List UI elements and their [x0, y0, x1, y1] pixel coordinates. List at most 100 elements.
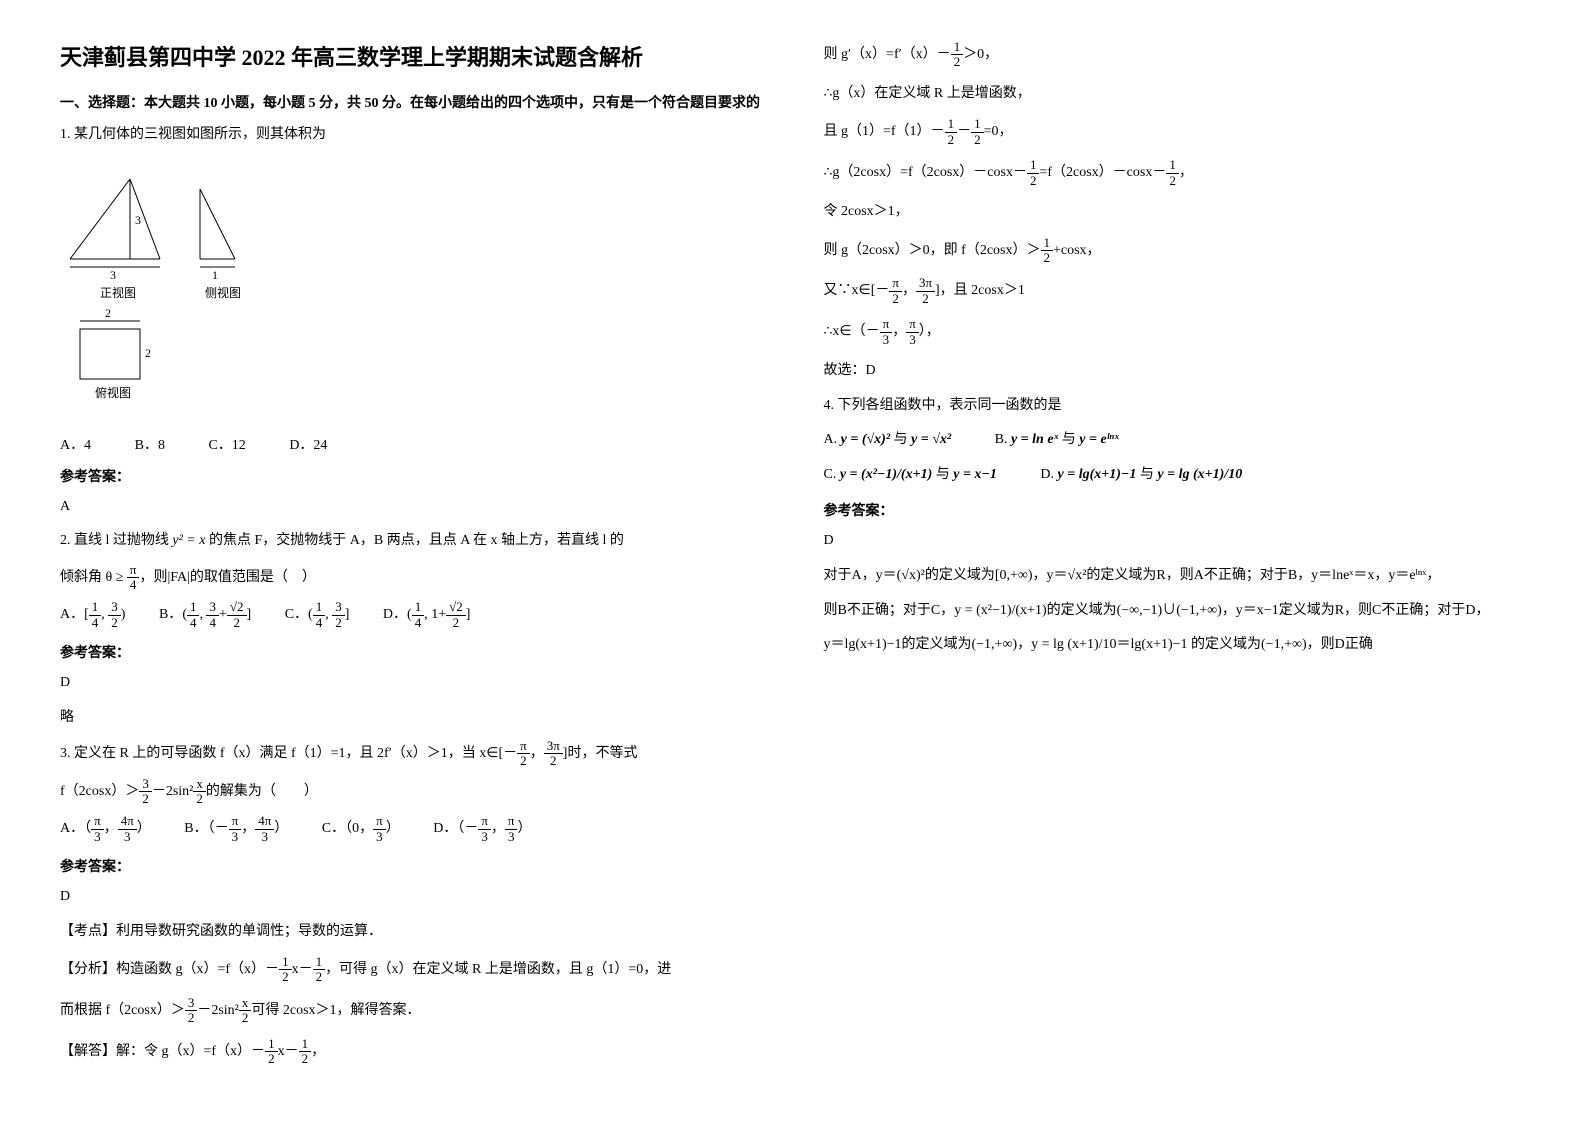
q3-c: ]时，不等式: [563, 746, 638, 761]
l8-2: 2: [889, 292, 902, 306]
q3-opt-a: A．（π3，4π3）: [60, 814, 151, 844]
d233: 2: [544, 754, 563, 768]
q3b-3: 3: [229, 830, 242, 844]
l4-1b: 1: [971, 117, 984, 132]
l7-2: 2: [1041, 251, 1054, 265]
fx-2b: 2: [313, 970, 326, 984]
d23: 2: [517, 754, 530, 768]
l4-c: =0，: [984, 124, 1013, 139]
n3b: 3: [206, 600, 219, 615]
dim1: 1: [212, 268, 218, 282]
q2-d-label: D．: [383, 607, 407, 622]
q3c-post: ）: [386, 821, 400, 836]
q1-opt-a: A．4: [60, 434, 91, 454]
q2-stem-c: 倾斜角: [60, 570, 106, 585]
l9-b: ，: [892, 324, 906, 339]
n3: 3: [108, 600, 121, 615]
l7-1: 1: [1041, 236, 1054, 251]
n1: 1: [89, 600, 102, 615]
q2-stem-a: 2. 直线 l 过抛物线: [60, 533, 172, 548]
fx-1b: 1: [313, 955, 326, 970]
fx2-c: 可得 2cosx＞1，解得答案．: [251, 1003, 420, 1018]
fx2-a: 而根据 f（2cosx）＞: [60, 1003, 185, 1018]
q2-ans-label: 参考答案：: [60, 642, 764, 662]
q3a-3: 3: [91, 830, 104, 844]
q4d-mid: 与: [1136, 467, 1157, 482]
q3-l7: 则 g（2cosx）＞0，即 f（2cosx）＞12+cosx，: [824, 236, 1528, 267]
q4c-f1: y = (x²−1)/(x+1): [840, 467, 932, 482]
q3-fenxi: 【分析】构造函数 g（x）=f（x）－12x－12，可得 g（x）在定义域 R …: [60, 955, 764, 986]
q2-ans: D: [60, 670, 764, 697]
n332: 3: [139, 777, 152, 792]
q3-options: A．（π3，4π3） B．（－π3，4π3） C．（0，π3） D．（－π3，π…: [60, 814, 764, 844]
jd-2b: 2: [299, 1052, 312, 1066]
l2-a: 则 g′（x）=f′（x）－: [824, 47, 951, 62]
q4e2-a: 则B不正确；对于C，: [824, 603, 955, 618]
fx-2: 2: [279, 970, 292, 984]
l5-1: 1: [1027, 158, 1040, 173]
q3-stem2: f（2cosx）＞32－2sin²x2的解集为（ ）: [60, 777, 764, 807]
n1c: 1: [313, 600, 326, 615]
q4c-f2: y = x−1: [953, 467, 997, 482]
l2-b: ＞0，: [963, 47, 998, 62]
d2x: 2: [193, 792, 206, 806]
q1-stem: 1. 某几何体的三视图如图所示，则其体积为: [60, 122, 764, 149]
q2-opt-b: B．(14, 34+√22]: [159, 600, 251, 630]
q4e3-a: y＝lg(x+1)−1的定义域为(−1,+∞)，: [824, 637, 1032, 652]
q3c-3: 3: [373, 830, 386, 844]
q3d-post: ）: [517, 821, 531, 836]
q4b-f1: y = ln eˣ: [1011, 432, 1058, 447]
q3-opt-b: B．（－π3，4π3）: [184, 814, 288, 844]
jd-a: 【解答】解：令 g（x）=f（x）－: [60, 1044, 265, 1059]
l4-2b: 2: [971, 133, 984, 147]
q4c-mid: 与: [932, 467, 953, 482]
q2-stem-b: 的焦点 F，交抛物线于 A，B 两点，且点 A 在 x 轴上方，若直线 l 的: [205, 533, 623, 548]
q2-b-label: B．: [159, 607, 182, 622]
l7-a: 则 g（2cosx）＞0，即 f（2cosx）＞: [824, 243, 1041, 258]
n1d: 1: [412, 600, 425, 615]
q2-formula: y² = x: [172, 533, 205, 548]
l9-3: 3: [880, 333, 893, 347]
d4d: 4: [412, 616, 425, 630]
q3d-pi2: π: [505, 814, 518, 829]
q3-l8: 又∵x∈[－π2，3π2]，且 2cosx＞1: [824, 276, 1528, 307]
l8-c: ]，且 2cosx＞1: [935, 283, 1025, 298]
l8-b: ，: [902, 283, 916, 298]
q2-opt-d: D．(14, 1+√22]: [383, 600, 471, 630]
fx2-b: －2sin²: [197, 1003, 239, 1018]
q3a-mid: ，: [104, 821, 118, 836]
l7-b: +cosx，: [1053, 243, 1101, 258]
q1-ans-label: 参考答案：: [60, 466, 764, 486]
d2: 2: [108, 616, 121, 630]
l5-2: 2: [1027, 174, 1040, 188]
fx2-3: 3: [185, 996, 198, 1011]
q3a-pi: π: [91, 814, 104, 829]
fx2-2: 2: [185, 1011, 198, 1025]
l5-2b: 2: [1166, 174, 1179, 188]
q4b-mid: 与: [1058, 432, 1079, 447]
q4c-pre: C.: [824, 467, 840, 482]
sqrt2d: √2: [446, 600, 466, 615]
d232: 2: [139, 792, 152, 806]
fx2-x: x: [239, 996, 252, 1011]
q3-stem: 3. 定义在 R 上的可导函数 f（x）满足 f（1）=1，且 2f′（x）＞1…: [60, 739, 764, 769]
q4-exp2: 则B不正确；对于C，y = (x²−1)/(x+1)的定义域为(−∞,−1)∪(…: [824, 598, 1528, 625]
l9-c: ），: [919, 324, 940, 339]
q3d-3b: 3: [505, 830, 518, 844]
q4e3-b: ＝lg(x+1)−1 的定义域为(−1,+∞)，则D正确: [1117, 637, 1373, 652]
q2-options: A．[14, 32) B．(14, 34+√22] C．(14, 32] D．(…: [60, 600, 764, 630]
q4-row1: A. y = (√x)² 与 y = √x² B. y = ln eˣ 与 y …: [824, 427, 1528, 454]
dim3b: 3: [135, 213, 141, 227]
q4a-f2: y = √x²: [911, 432, 951, 447]
q4a-mid: 与: [890, 432, 911, 447]
q2-stem: 2. 直线 l 过抛物线 y² = x 的焦点 F，交抛物线于 A，B 两点，且…: [60, 528, 764, 555]
q2-stem2: 倾斜角 θ ≥ π4，则|FA|的取值范围是（ ）: [60, 563, 764, 593]
three-view-svg: 3 3 正视图 1 侧视图 2 2 俯视图: [60, 159, 280, 419]
q4d-pre: D.: [1040, 467, 1057, 482]
d2d: 2: [446, 616, 466, 630]
q3-fenxi2: 而根据 f（2cosx）＞32－2sin²x2可得 2cosx＞1，解得答案．: [60, 996, 764, 1027]
q3-ans: D: [60, 884, 764, 911]
q4-opt-c: C. y = (x²−1)/(x+1) 与 y = x−1: [824, 462, 997, 489]
q1-opt-b: B．8: [135, 434, 165, 454]
q3d-mid: ，: [491, 821, 505, 836]
